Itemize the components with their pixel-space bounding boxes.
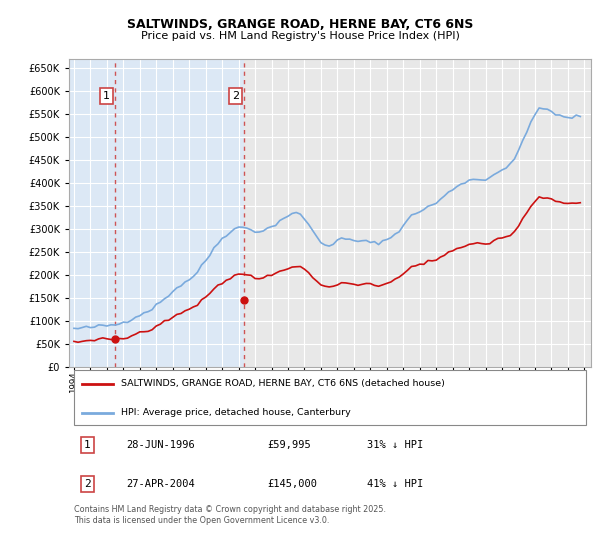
FancyBboxPatch shape: [74, 370, 586, 425]
Text: SALTWINDS, GRANGE ROAD, HERNE BAY, CT6 6NS (detached house): SALTWINDS, GRANGE ROAD, HERNE BAY, CT6 6…: [121, 379, 445, 388]
Text: 2: 2: [232, 91, 239, 101]
Text: £145,000: £145,000: [268, 479, 317, 489]
Text: SALTWINDS, GRANGE ROAD, HERNE BAY, CT6 6NS: SALTWINDS, GRANGE ROAD, HERNE BAY, CT6 6…: [127, 18, 473, 31]
Text: 27-APR-2004: 27-APR-2004: [127, 479, 195, 489]
Text: Price paid vs. HM Land Registry's House Price Index (HPI): Price paid vs. HM Land Registry's House …: [140, 31, 460, 41]
Text: 28-JUN-1996: 28-JUN-1996: [127, 440, 195, 450]
Text: Contains HM Land Registry data © Crown copyright and database right 2025.
This d: Contains HM Land Registry data © Crown c…: [74, 505, 386, 525]
Text: 41% ↓ HPI: 41% ↓ HPI: [367, 479, 423, 489]
Bar: [69, 59, 244, 367]
Text: HPI: Average price, detached house, Canterbury: HPI: Average price, detached house, Cant…: [121, 408, 351, 417]
Text: 1: 1: [103, 91, 110, 101]
Text: £59,995: £59,995: [268, 440, 311, 450]
Text: 1: 1: [84, 440, 91, 450]
Text: 31% ↓ HPI: 31% ↓ HPI: [367, 440, 423, 450]
Text: 2: 2: [84, 479, 91, 489]
